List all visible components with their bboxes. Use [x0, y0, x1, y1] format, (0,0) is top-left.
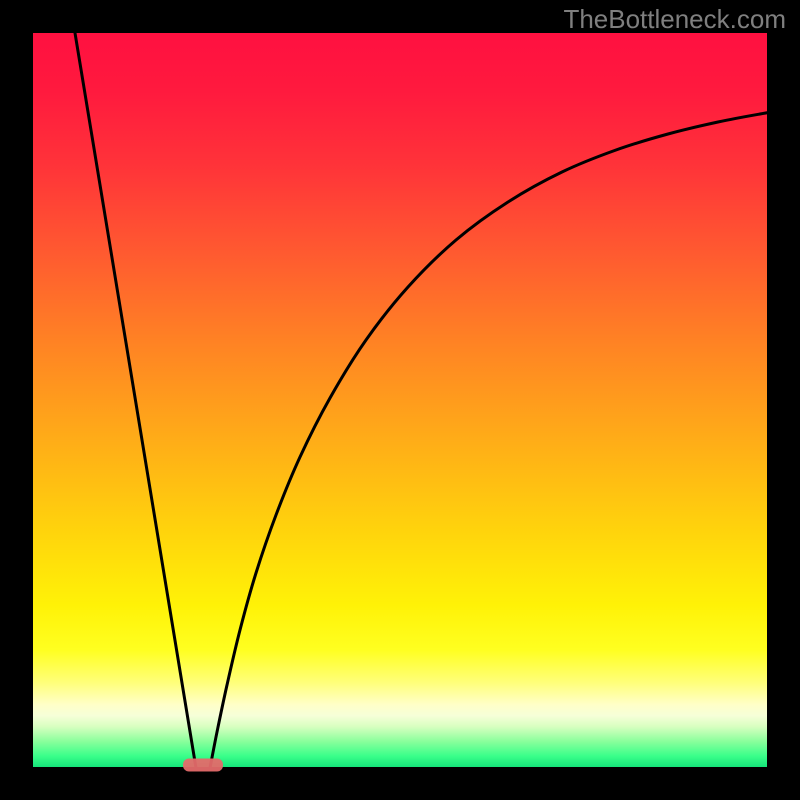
- plot-area: [33, 33, 767, 767]
- bottleneck-chart: [0, 0, 800, 800]
- watermark-text: TheBottleneck.com: [563, 4, 786, 35]
- optimum-marker: [183, 759, 223, 772]
- stage: TheBottleneck.com: [0, 0, 800, 800]
